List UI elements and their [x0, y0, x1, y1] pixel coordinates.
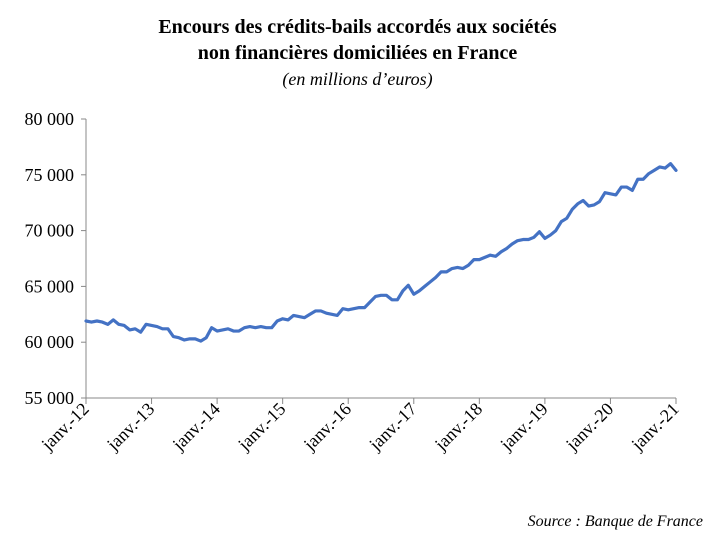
y-tick-label: 55 000 — [25, 388, 75, 408]
x-tick-label: janv.-13 — [102, 399, 158, 455]
x-axis: janv.-12 janv.-13 janv.-14 janv.-15 janv.-16… — [37, 397, 683, 455]
chart-source: Source : Banque de France — [527, 513, 703, 530]
x-tick-label: janv.-18 — [430, 399, 486, 455]
x-tick-label: janv.-19 — [496, 399, 552, 455]
chart-title-line-2: non financières domiciliées en France — [197, 42, 518, 64]
x-tick-label: janv.-15 — [233, 399, 289, 455]
x-tick-label: janv.-14 — [168, 399, 224, 455]
y-tick-label: 65 000 — [25, 276, 75, 296]
x-tick-label: janv.-16 — [299, 399, 355, 455]
y-tick-label: 60 000 — [25, 332, 75, 352]
y-tick-label: 70 000 — [25, 221, 75, 241]
chart-title-block: Encours des crédits-bails accordés aux s… — [0, 14, 715, 90]
y-tick-label: 80 000 — [25, 109, 75, 129]
y-tick-label: 75 000 — [25, 165, 75, 185]
x-tick-label: janv.-20 — [561, 399, 617, 455]
x-tick-label: janv.-21 — [627, 399, 683, 455]
x-tick-label: janv.-17 — [365, 399, 421, 455]
chart-subtitle: (en millions d’euros) — [282, 69, 433, 89]
y-axis: 55 000 60 000 65 000 70 000 75 000 80 000 — [25, 109, 87, 408]
series-line-encours — [84, 162, 678, 343]
series-layer — [84, 162, 678, 343]
chart-title-line-1: Encours des crédits-bails accordés aux s… — [158, 16, 557, 38]
